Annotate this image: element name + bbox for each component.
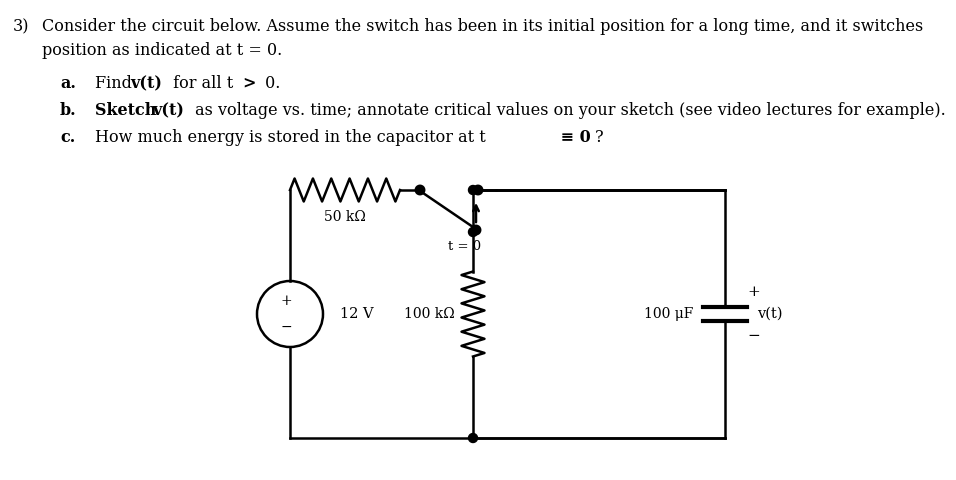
Text: 100 μF: 100 μF xyxy=(643,307,693,321)
Text: position as indicated at t = 0.: position as indicated at t = 0. xyxy=(42,42,282,59)
Text: v(t): v(t) xyxy=(130,75,162,92)
Text: b.: b. xyxy=(60,102,76,119)
Text: c.: c. xyxy=(60,129,76,146)
Text: 12 V: 12 V xyxy=(340,307,374,321)
Circle shape xyxy=(472,226,480,234)
Text: 50 kΩ: 50 kΩ xyxy=(324,210,366,224)
Text: 100 kΩ: 100 kΩ xyxy=(404,307,455,321)
Text: Find: Find xyxy=(95,75,137,92)
Text: +: + xyxy=(747,285,760,299)
Text: +: + xyxy=(280,294,292,308)
Text: −: − xyxy=(280,320,292,334)
Text: Consider the circuit below. Assume the switch has been in its initial position f: Consider the circuit below. Assume the s… xyxy=(42,18,923,35)
Circle shape xyxy=(468,433,477,443)
Text: >: > xyxy=(242,75,255,92)
Text: v(t): v(t) xyxy=(757,307,783,321)
Text: 0.: 0. xyxy=(260,75,280,92)
Circle shape xyxy=(474,186,482,194)
Circle shape xyxy=(468,185,477,194)
Text: ?: ? xyxy=(595,129,603,146)
Text: −: − xyxy=(747,329,760,343)
Text: t = 0: t = 0 xyxy=(448,240,482,253)
Circle shape xyxy=(416,186,424,194)
Text: 3): 3) xyxy=(13,18,30,35)
Text: ≡ 0: ≡ 0 xyxy=(555,129,591,146)
Text: as voltage vs. time; annotate critical values on your sketch (see video lectures: as voltage vs. time; annotate critical v… xyxy=(190,102,945,119)
Circle shape xyxy=(468,228,477,237)
Text: a.: a. xyxy=(60,75,76,92)
Text: How much energy is stored in the capacitor at t: How much energy is stored in the capacit… xyxy=(95,129,486,146)
Text: v(t): v(t) xyxy=(152,102,184,119)
Text: for all t: for all t xyxy=(168,75,238,92)
Text: Sketch: Sketch xyxy=(95,102,162,119)
